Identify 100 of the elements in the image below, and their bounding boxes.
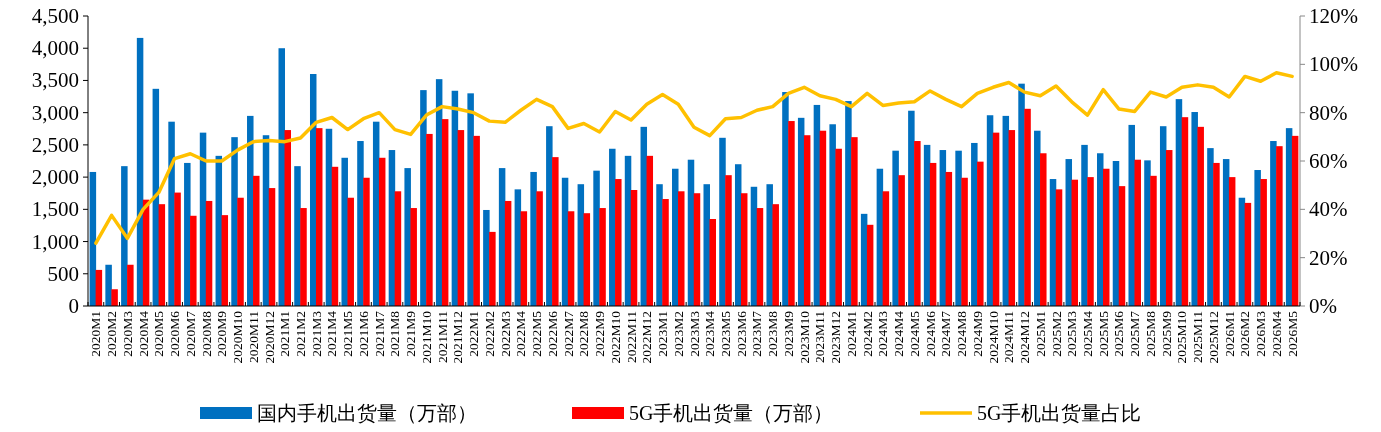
bar bbox=[1228, 177, 1236, 306]
bar bbox=[1213, 162, 1220, 306]
x-tick-label: 2024M10 bbox=[985, 310, 1001, 364]
x-tick-label: 2021M7 bbox=[371, 310, 387, 357]
x-tick-label: 2020M10 bbox=[230, 310, 246, 364]
bar bbox=[813, 104, 821, 306]
x-tick-label: 2020M7 bbox=[182, 310, 198, 357]
x-tick-label: 2022M1 bbox=[466, 311, 482, 357]
bar bbox=[1065, 159, 1073, 306]
x-tick-label: 2022M10 bbox=[607, 310, 623, 364]
bar bbox=[278, 48, 285, 306]
bar bbox=[451, 90, 459, 306]
bar bbox=[1285, 128, 1293, 306]
x-tick-label: 2023M3 bbox=[686, 310, 702, 357]
bar bbox=[1150, 175, 1157, 306]
y-tick-label: 500 bbox=[47, 261, 79, 286]
bar bbox=[300, 208, 307, 306]
x-tick-label: 2020M9 bbox=[214, 310, 230, 357]
bar bbox=[378, 157, 386, 306]
bar bbox=[1291, 135, 1299, 306]
x-tick-label: 2023M12 bbox=[828, 311, 844, 364]
bar bbox=[309, 74, 317, 306]
x-tick-label: 2022M8 bbox=[576, 310, 592, 357]
bar bbox=[860, 213, 868, 306]
bar bbox=[1128, 124, 1135, 306]
legend-label: 5G手机出货量占比 bbox=[977, 402, 1142, 424]
legend-label: 国内手机出货量（万部） bbox=[257, 402, 477, 424]
bar bbox=[693, 193, 701, 306]
y-tick-label: 4,500 bbox=[31, 4, 79, 28]
bar bbox=[577, 184, 585, 306]
x-tick-label: 2025M5 bbox=[1095, 310, 1111, 357]
bar bbox=[1144, 160, 1151, 306]
bar bbox=[971, 142, 978, 306]
bar bbox=[1207, 148, 1214, 306]
x-tick-label: 2020M2 bbox=[104, 311, 120, 357]
y-tick-label: 3,500 bbox=[31, 68, 79, 93]
bar bbox=[929, 162, 937, 306]
bar bbox=[845, 101, 852, 306]
x-tick-label: 2023M9 bbox=[780, 310, 796, 357]
x-tick-label: 2020M1 bbox=[88, 311, 104, 357]
bar bbox=[672, 168, 679, 306]
x-tick-label: 2026M3 bbox=[1253, 310, 1269, 357]
x-tick-label: 2020M11 bbox=[245, 311, 261, 364]
bar bbox=[939, 150, 947, 306]
bar bbox=[410, 208, 417, 306]
bar bbox=[221, 215, 229, 306]
x-tick-label: 2022M3 bbox=[497, 310, 513, 357]
bar bbox=[615, 179, 622, 306]
x-tick-label: 2022M2 bbox=[481, 311, 497, 357]
bar bbox=[1244, 202, 1252, 306]
bar bbox=[1103, 168, 1110, 306]
bar bbox=[174, 192, 181, 306]
bar bbox=[740, 193, 748, 306]
bar bbox=[514, 189, 522, 306]
bar bbox=[520, 211, 528, 306]
bar bbox=[1254, 170, 1261, 306]
x-tick-label: 2024M7 bbox=[938, 310, 954, 357]
bar bbox=[835, 148, 842, 306]
bar bbox=[961, 177, 968, 306]
bar bbox=[1276, 146, 1283, 306]
bar bbox=[1238, 197, 1246, 306]
bar bbox=[530, 171, 537, 306]
y2-tick-label: 20% bbox=[1309, 245, 1348, 270]
y-tick-label: 2,000 bbox=[31, 165, 79, 190]
x-tick-label: 2024M6 bbox=[922, 310, 938, 357]
bar bbox=[719, 137, 726, 306]
bar bbox=[609, 148, 616, 306]
x-tick-label: 2021M2 bbox=[292, 311, 308, 357]
bar bbox=[121, 166, 128, 306]
y2-tick-label: 40% bbox=[1309, 197, 1348, 222]
y-tick-label: 0 bbox=[68, 294, 79, 318]
bar bbox=[986, 115, 994, 306]
bar bbox=[536, 191, 543, 306]
bar bbox=[1071, 179, 1079, 306]
bar bbox=[898, 175, 905, 306]
x-tick-label: 2020M6 bbox=[167, 310, 183, 357]
bar bbox=[420, 90, 427, 306]
bar bbox=[268, 188, 276, 306]
bar bbox=[504, 200, 512, 306]
bar bbox=[89, 171, 97, 306]
bar bbox=[331, 166, 339, 306]
bar bbox=[766, 184, 773, 306]
bar bbox=[247, 115, 254, 306]
bar bbox=[1181, 117, 1189, 306]
x-tick-label: 2021M11 bbox=[434, 311, 450, 364]
y-tick-label: 1,000 bbox=[31, 229, 79, 254]
bar bbox=[662, 199, 669, 306]
bar bbox=[583, 213, 591, 306]
bar bbox=[489, 231, 496, 306]
bar bbox=[1024, 108, 1031, 306]
bar bbox=[498, 168, 506, 306]
x-tick-label: 2020M4 bbox=[135, 310, 151, 357]
bar bbox=[483, 209, 490, 306]
bar bbox=[546, 126, 553, 306]
bar bbox=[640, 126, 648, 306]
bar bbox=[1087, 177, 1094, 306]
x-tick-label: 2021M6 bbox=[355, 310, 371, 357]
y2-tick-label: 80% bbox=[1309, 100, 1348, 125]
bar bbox=[914, 141, 921, 306]
y-tick-label: 4,000 bbox=[31, 36, 79, 61]
